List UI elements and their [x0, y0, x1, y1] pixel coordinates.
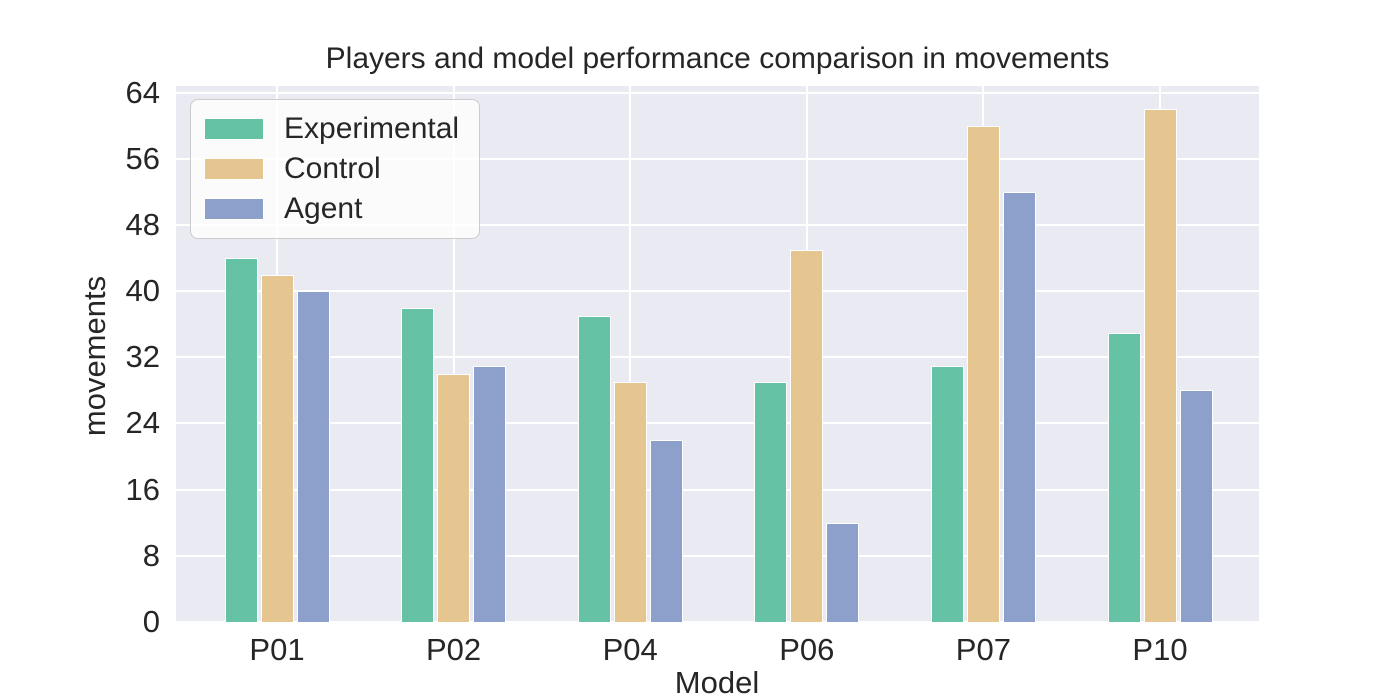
bar-P01-agent: [296, 291, 330, 622]
legend: Experimental Control Agent: [190, 99, 480, 239]
legend-swatch-control: [204, 158, 264, 180]
h-gridline-0: [176, 621, 1259, 623]
x-tick-label-P04: P04: [602, 632, 658, 667]
h-gridline-56: [176, 157, 1259, 160]
bar-P04-control: [613, 382, 647, 622]
y-tick-label-16: 16: [125, 471, 160, 507]
y-tick-label-56: 56: [125, 140, 160, 176]
bar-P02-agent: [473, 365, 507, 622]
bar-P06-agent: [826, 522, 860, 622]
h-gridline-40: [176, 290, 1259, 293]
bar-P02-control: [437, 373, 471, 622]
h-gridline-64: [176, 91, 1259, 94]
bar-P06-experimental: [754, 382, 788, 622]
y-tick-label-48: 48: [125, 206, 160, 242]
bar-P07-agent: [1002, 191, 1036, 622]
legend-item-control: Control: [204, 149, 463, 189]
bar-P06-control: [790, 249, 824, 622]
legend-label-experimental: Experimental: [284, 112, 460, 145]
h-gridline-32: [176, 356, 1259, 359]
bar-P10-agent: [1179, 390, 1213, 622]
bar-P02-experimental: [401, 307, 435, 622]
x-tick-label-P06: P06: [779, 632, 835, 667]
bar-P04-experimental: [577, 315, 611, 622]
legend-item-experimental: Experimental: [204, 109, 463, 149]
v-gridline-P04: [629, 86, 632, 622]
bar-P10-experimental: [1107, 332, 1141, 622]
plot-area: [176, 86, 1259, 623]
x-tick-label-P02: P02: [426, 632, 482, 667]
legend-swatch-agent: [204, 198, 264, 220]
legend-label-agent: Agent: [284, 192, 363, 225]
x-tick-label-P07: P07: [955, 632, 1011, 667]
y-tick-label-0: 0: [142, 604, 160, 639]
x-axis-label: Model: [674, 665, 760, 700]
y-tick-label-8: 8: [142, 537, 160, 573]
bar-P07-experimental: [930, 365, 964, 622]
bar-P04-agent: [649, 440, 683, 622]
y-tick-label-32: 32: [125, 339, 160, 375]
legend-label-control: Control: [284, 152, 381, 185]
bar-P07-control: [966, 125, 1000, 622]
legend-item-agent: Agent: [204, 189, 463, 229]
bar-P01-experimental: [224, 258, 258, 622]
h-gridline-48: [176, 223, 1259, 226]
x-tick-label-P01: P01: [249, 632, 305, 667]
chart-title: Players and model performance comparison…: [325, 42, 1110, 75]
h-gridline-24: [176, 422, 1259, 425]
legend-swatch-experimental: [204, 118, 264, 140]
y-tick-label-40: 40: [125, 273, 160, 309]
x-tick-label-P10: P10: [1132, 632, 1188, 667]
y-tick-label-64: 64: [125, 74, 160, 110]
bar-P01-control: [260, 274, 294, 622]
bar-P10-control: [1143, 109, 1177, 622]
h-gridline-8: [176, 554, 1259, 557]
v-gridline-P02: [452, 86, 455, 622]
h-gridline-16: [176, 488, 1259, 491]
y-tick-label-24: 24: [125, 405, 160, 441]
